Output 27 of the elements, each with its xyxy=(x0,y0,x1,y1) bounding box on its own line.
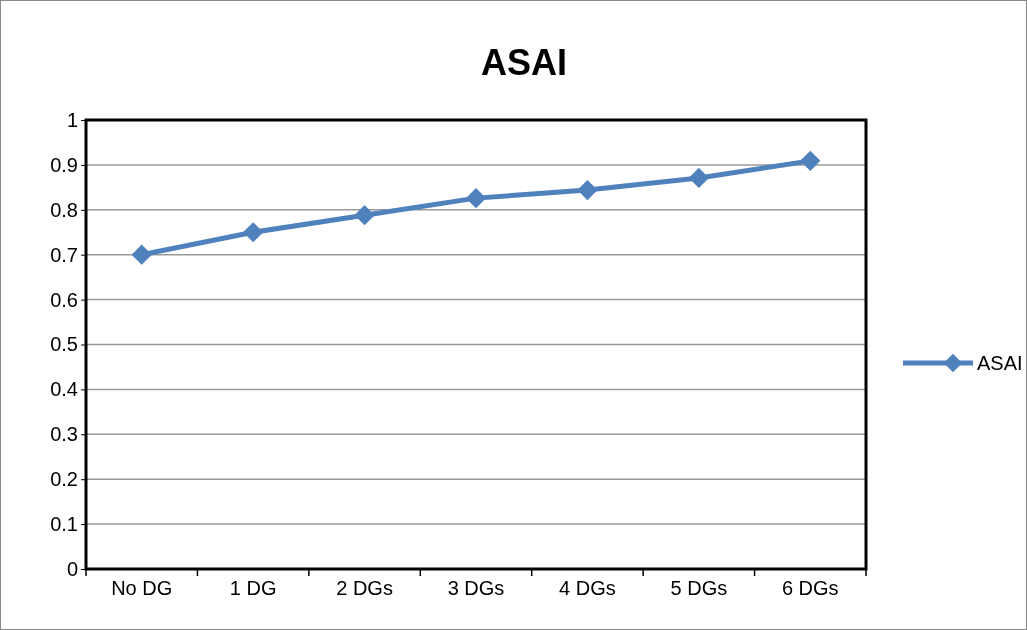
x-tick-label: 5 DGs xyxy=(670,577,728,600)
point xyxy=(800,150,821,171)
y-tick-label: 0.8 xyxy=(50,198,78,221)
y-tick-label: 0.2 xyxy=(50,468,78,491)
x-tick-label: 6 DGs xyxy=(781,577,839,600)
y-tick-label: 0.5 xyxy=(50,333,78,356)
y-tick-label: 0.4 xyxy=(50,378,78,401)
point xyxy=(577,179,598,201)
x-tick-label: 3 DGs xyxy=(447,577,505,600)
point xyxy=(131,244,152,265)
y-tick-label: 0.1 xyxy=(50,513,78,535)
point xyxy=(688,167,709,189)
x-tick-label: 2 DGs xyxy=(336,577,393,600)
y-tick-label: 0.9 xyxy=(50,153,78,176)
chart-title: ASAI xyxy=(480,42,568,83)
point xyxy=(243,222,264,243)
legend-label: ASAI xyxy=(977,352,1023,374)
x-tick-label: 1 DG xyxy=(229,577,277,600)
point xyxy=(354,205,375,226)
y-tick-label: 0.7 xyxy=(50,243,78,266)
x-tick-label: 4 DGs xyxy=(559,577,616,600)
point xyxy=(465,188,487,209)
y-tick-label: 0.6 xyxy=(50,288,78,311)
x-tick-label: No DG xyxy=(111,577,173,600)
y-tick-label: 0.3 xyxy=(50,423,78,446)
y-tick-label: 1 xyxy=(66,108,78,131)
y-tick-label: 0 xyxy=(66,557,78,580)
